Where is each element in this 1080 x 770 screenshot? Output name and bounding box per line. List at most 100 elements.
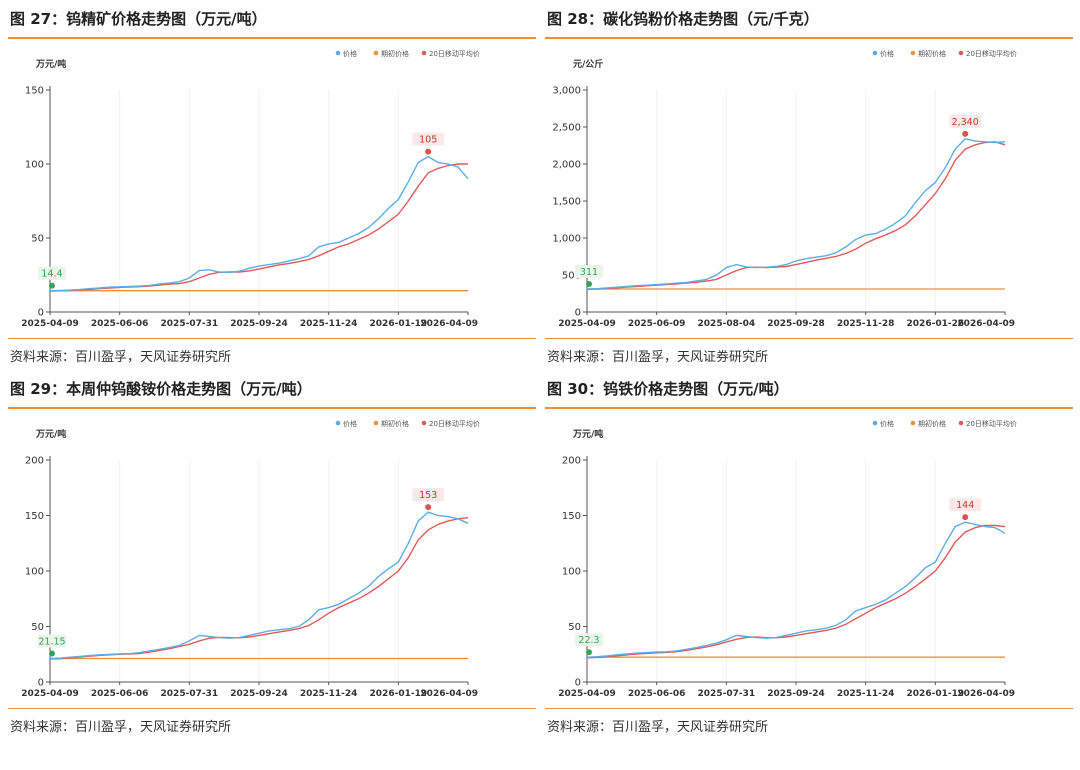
x-tick-label: 2025-04-09 [558,689,616,699]
series-line-ma20 [586,524,1006,659]
legend-marker [335,420,341,426]
legend-marker [872,50,878,56]
start-marker [49,650,55,657]
max-label-bg [412,132,445,146]
x-tick-label: 2025-11-28 [837,319,895,329]
figure-title: 图 29：本周仲钨酸铵价格走势图（万元/吨） [10,380,312,398]
legend-marker [373,50,379,56]
y-tick-label: 2,000 [552,160,581,171]
max-value-label: 144 [956,500,974,511]
tungsten-carbide-powder-chart: 元/公斤 0 500 1,000 1,500 2,000 2,500 3,000 2025-04… [552,49,1017,329]
series-line-price [49,511,469,660]
y-tick-label: 200 [562,456,581,467]
y-tick-label: 100 [25,567,44,578]
x-tick-label: 2026-01-19 [907,689,965,699]
max-label-bg [949,498,982,512]
x-tick-label: 2025-06-06 [91,319,149,329]
start-marker [586,649,592,656]
x-tick-label: 2026-01-19 [370,319,428,329]
figure-title: 图 30：钨铁价格走势图（万元/吨） [547,380,789,398]
legend-marker [421,50,427,56]
y-tick-label: 200 [25,456,44,467]
x-tick-label: 2025-06-09 [628,319,686,329]
x-tick-label: 2026-04-09 [957,689,1015,699]
legend-marker [958,420,964,426]
start-value-label: 311 [580,267,598,278]
start-value-label: 14.4 [41,269,62,280]
x-tick-label: 2025-04-09 [21,689,79,699]
source-note: 资料来源：百川盈孚，天风证券研究所 [10,350,232,365]
y-tick-label: 0 [38,308,44,319]
x-tick-label: 2026-04-09 [957,319,1015,329]
y-tick-label: 500 [562,271,581,282]
start-label-bg [575,633,603,647]
legend-label: 期初价格 [918,419,946,428]
source-note: 资料来源：百川盈孚，天风证券研究所 [547,720,769,735]
legend-label: 价格 [343,419,357,428]
y-tick-label: 0 [575,308,581,319]
y-axis-title: 万元/吨 [572,428,603,440]
x-tick-label: 2025-09-24 [767,689,825,699]
legend-label: 期初价格 [381,49,409,58]
legend-label: 20日移动平均价 [966,49,1017,58]
source-divider [8,338,536,339]
max-value-label: 105 [419,135,437,146]
legend-label: 20日移动平均价 [429,49,480,58]
figure-title: 图 27：钨精矿价格走势图（万元/吨） [10,10,267,28]
y-tick-label: 1,000 [552,234,581,245]
ferro-tungsten-chart: 万元/吨 0 50 100 150 200 2025-04-09 2025-06-06 2025… [558,419,1017,699]
x-tick-label: 2025-09-24 [230,689,288,699]
figure-title: 图 28：碳化钨粉价格走势图（元/千克） [547,10,819,28]
legend-marker [872,420,878,426]
max-value-label: 153 [419,490,437,501]
title-divider [8,407,536,409]
y-axis-title: 元/公斤 [573,58,603,70]
start-marker [49,282,55,289]
y-tick-label: 150 [25,86,44,97]
max-marker [962,514,969,521]
start-value-label: 21.15 [38,637,65,648]
x-tick-label: 2025-06-06 [91,689,149,699]
legend-marker [958,50,964,56]
legend-marker [910,50,916,56]
legend-marker [373,420,379,426]
source-note: 资料来源：百川盈孚，天风证券研究所 [547,350,769,365]
legend-label: 20日移动平均价 [966,419,1017,428]
start-label-bg [38,266,66,280]
start-value-label: 22.3 [578,635,599,646]
x-tick-label: 2025-07-31 [698,689,756,699]
legend-marker [335,50,341,56]
x-tick-label: 2025-11-24 [300,319,358,329]
legend-marker [421,420,427,426]
series-line-price [586,521,1006,658]
legend-label: 期初价格 [381,419,409,428]
source-divider [545,338,1073,339]
y-tick-label: 150 [562,511,581,522]
x-tick-label: 2025-07-31 [161,689,219,699]
max-label-bg [412,488,445,502]
x-tick-label: 2025-06-06 [628,689,686,699]
x-tick-label: 2026-01-26 [907,319,965,329]
x-tick-label: 2026-01-19 [370,689,428,699]
max-value-label: 2,340 [952,117,979,128]
max-label-bg [949,114,982,128]
x-tick-label: 2025-08-04 [698,319,756,329]
start-label-bg [38,634,66,648]
y-tick-label: 50 [568,622,581,633]
y-axis-title: 万元/吨 [35,58,66,70]
y-axis-title: 万元/吨 [35,428,66,440]
x-tick-label: 2025-07-31 [161,319,219,329]
y-tick-label: 2,500 [552,123,581,134]
x-tick-label: 2025-04-09 [558,319,616,329]
title-divider [545,37,1073,39]
x-tick-label: 2026-04-09 [420,689,478,699]
y-tick-label: 3,000 [552,86,581,97]
title-divider [8,37,536,39]
source-note: 资料来源：百川盈孚，天风证券研究所 [10,720,232,735]
legend-marker [910,420,916,426]
source-divider [545,708,1073,709]
x-tick-label: 2025-09-24 [230,319,288,329]
x-tick-label: 2025-04-09 [21,319,79,329]
apt-chart: 万元/吨 0 50 100 150 200 2025-04-09 2025-06-06 2025… [21,419,480,699]
start-label-bg [575,264,603,278]
